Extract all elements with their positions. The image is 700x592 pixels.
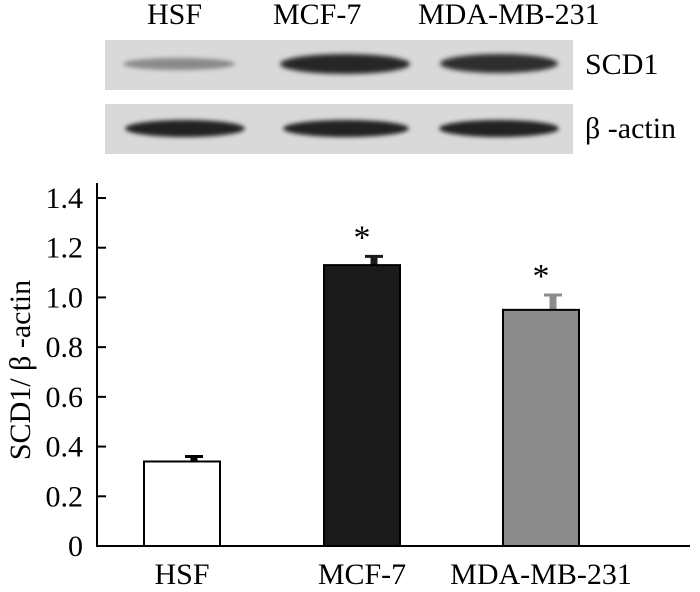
- y-tick-label: 0.2: [46, 480, 84, 513]
- x-tick-label: MDA-MB-231: [450, 558, 632, 591]
- blot-strip-scd1: [105, 40, 573, 90]
- significance-marker: *: [533, 258, 550, 295]
- blot-strip-actin: [105, 104, 573, 154]
- bar: [323, 264, 401, 547]
- band-scd1-hsf: [123, 58, 235, 70]
- lane-label-hsf: HSF: [147, 0, 203, 31]
- row-label-scd1: SCD1: [585, 48, 659, 81]
- significance-marker: *: [354, 219, 371, 256]
- y-tick-label: 0.6: [46, 381, 84, 414]
- x-tick-label: HSF: [154, 558, 209, 591]
- lane-label-mcf7: MCF-7: [273, 0, 362, 31]
- band-scd1-mdamb231: [440, 54, 558, 73]
- y-tick-label: 1.0: [46, 281, 84, 314]
- band-actin-hsf: [125, 120, 245, 137]
- y-tick-label: 0: [68, 530, 83, 563]
- y-tick-label: 0.4: [46, 431, 84, 464]
- bar: [143, 460, 221, 547]
- bar: [502, 308, 580, 547]
- band-actin-mdamb231: [439, 120, 559, 137]
- row-label-actin: β -actin: [585, 112, 677, 145]
- band-actin-mcf7: [283, 120, 409, 137]
- x-tick-label: MCF-7: [318, 558, 406, 591]
- bars: **: [143, 219, 580, 547]
- y-ticks: 0 0.2 0.4 0.6 0.8 1.0 1.2 1.4: [46, 182, 106, 563]
- y-tick-label: 0.8: [46, 331, 84, 364]
- y-tick-label: 1.2: [46, 232, 84, 265]
- band-scd1-mcf7: [280, 54, 410, 74]
- y-axis-label: SCD1/ β -actin: [4, 280, 37, 460]
- y-tick-label: 1.4: [46, 182, 84, 215]
- lane-label-mdamb231: MDA-MB-231: [418, 0, 600, 31]
- x-tick-labels: HSF MCF-7 MDA-MB-231: [154, 558, 631, 591]
